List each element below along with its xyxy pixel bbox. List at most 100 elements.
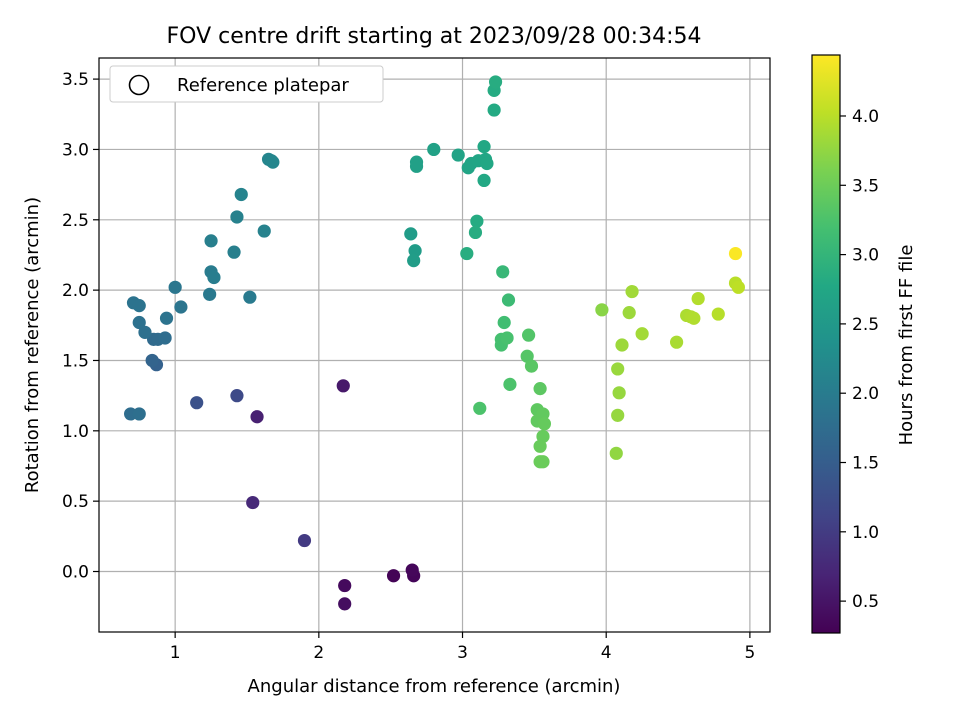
data-point bbox=[611, 408, 625, 422]
data-point bbox=[460, 246, 474, 261]
data-point bbox=[480, 156, 494, 171]
data-point bbox=[159, 311, 174, 325]
data-point bbox=[595, 303, 609, 317]
legend-marker-open-circle bbox=[128, 74, 150, 96]
data-point bbox=[487, 103, 501, 117]
x-tick-label: 4 bbox=[601, 643, 612, 663]
data-point bbox=[524, 359, 539, 373]
data-point bbox=[503, 377, 517, 391]
colorbar-tick-label: 3.0 bbox=[852, 246, 879, 266]
legend-label: Reference platepar bbox=[177, 75, 349, 96]
colorbar-tick-label: 0.5 bbox=[852, 592, 879, 612]
data-point bbox=[297, 533, 312, 548]
data-point bbox=[711, 307, 725, 321]
data-point bbox=[132, 407, 146, 421]
y-tick-label: 0.0 bbox=[62, 563, 89, 583]
legend-box bbox=[109, 65, 384, 103]
x-tick-label: 3 bbox=[457, 643, 468, 663]
data-point bbox=[537, 417, 552, 431]
data-point bbox=[338, 597, 352, 611]
data-point bbox=[230, 210, 244, 224]
data-point bbox=[230, 389, 244, 403]
data-point bbox=[497, 315, 511, 330]
data-point bbox=[132, 299, 146, 313]
chart-title: FOV centre drift starting at 2023/09/28 … bbox=[167, 24, 702, 49]
data-point bbox=[691, 291, 705, 306]
colorbar-tick-label: 1.0 bbox=[852, 523, 879, 543]
data-point bbox=[611, 362, 625, 376]
data-point bbox=[257, 224, 271, 238]
data-point bbox=[408, 244, 422, 258]
y-tick-label: 1.5 bbox=[62, 351, 89, 371]
data-point bbox=[405, 563, 419, 577]
data-point bbox=[477, 173, 491, 187]
data-point bbox=[336, 379, 350, 393]
data-point bbox=[536, 455, 550, 469]
y-axis-label: Rotation from reference (arcmin) bbox=[22, 197, 43, 493]
y-tick-label: 3.5 bbox=[62, 70, 89, 90]
data-point bbox=[204, 234, 218, 248]
colorbar-tick-label: 2.5 bbox=[852, 315, 879, 335]
data-point bbox=[138, 325, 152, 339]
data-point bbox=[145, 353, 159, 368]
data-point bbox=[522, 328, 536, 342]
colorbar-gradient bbox=[811, 54, 841, 634]
data-point bbox=[203, 287, 217, 301]
x-tick-label: 1 bbox=[170, 643, 181, 663]
x-axis-label: Angular distance from reference (arcmin) bbox=[248, 676, 621, 697]
data-point bbox=[404, 227, 418, 241]
x-tick-label: 2 bbox=[313, 643, 324, 663]
data-point bbox=[501, 293, 516, 307]
colorbar-tick-label: 3.5 bbox=[852, 176, 879, 196]
x-tick-label: 5 bbox=[744, 643, 755, 663]
data-point bbox=[731, 280, 745, 294]
data-point bbox=[409, 155, 424, 169]
data-point bbox=[477, 140, 491, 154]
data-point bbox=[473, 401, 487, 415]
data-point bbox=[625, 284, 639, 299]
data-point bbox=[132, 315, 146, 330]
legend: Reference platepar bbox=[109, 65, 384, 103]
data-point bbox=[612, 386, 626, 400]
data-point bbox=[470, 214, 484, 228]
y-tick-label: 3.0 bbox=[62, 140, 89, 160]
data-point bbox=[168, 280, 182, 294]
y-tick-label: 1.0 bbox=[62, 422, 89, 442]
data-point bbox=[451, 148, 465, 162]
data-point bbox=[207, 270, 221, 285]
data-point bbox=[728, 246, 743, 261]
data-point bbox=[687, 311, 701, 325]
data-point bbox=[468, 225, 483, 240]
data-point bbox=[246, 495, 260, 510]
data-point bbox=[407, 253, 421, 268]
colorbar-ticks: 0.5 1.0 1.5 2.0 2.5 3.0 3.5 4.0 bbox=[840, 107, 879, 612]
data-point bbox=[250, 410, 264, 424]
data-point bbox=[670, 335, 684, 349]
colorbar-tick-label: 4.0 bbox=[852, 107, 879, 127]
x-axis-ticks: 1 2 3 4 5 bbox=[170, 632, 755, 663]
data-point bbox=[520, 349, 534, 363]
y-tick-label: 0.5 bbox=[62, 492, 89, 512]
data-point bbox=[174, 300, 188, 314]
data-point bbox=[496, 265, 510, 279]
data-points bbox=[124, 75, 745, 611]
data-point bbox=[500, 331, 514, 345]
data-point bbox=[227, 245, 241, 259]
data-point bbox=[234, 187, 248, 202]
data-point bbox=[533, 382, 547, 396]
y-axis-ticks: 0.0 0.5 1.0 1.5 2.0 2.5 3.0 3.5 bbox=[62, 70, 99, 583]
colorbar-tick-label: 2.0 bbox=[852, 384, 879, 404]
data-point bbox=[266, 155, 280, 169]
data-point bbox=[609, 446, 623, 460]
data-point bbox=[338, 578, 352, 593]
y-tick-label: 2.0 bbox=[62, 281, 89, 301]
plot-frame bbox=[98, 57, 771, 633]
colorbar-label: Hours from first FF file bbox=[896, 245, 917, 446]
data-point bbox=[488, 75, 503, 89]
plot-area: 1 2 3 4 5 0.0 0.5 1.0 1.5 2.0 2.5 3.0 3.5 bbox=[62, 57, 771, 663]
data-point bbox=[386, 569, 401, 583]
colorbar: 0.5 1.0 1.5 2.0 2.5 3.0 3.5 4.0 Hours from firs… bbox=[811, 54, 917, 634]
colorbar-tick-label: 1.5 bbox=[852, 454, 879, 474]
data-point bbox=[427, 142, 441, 157]
